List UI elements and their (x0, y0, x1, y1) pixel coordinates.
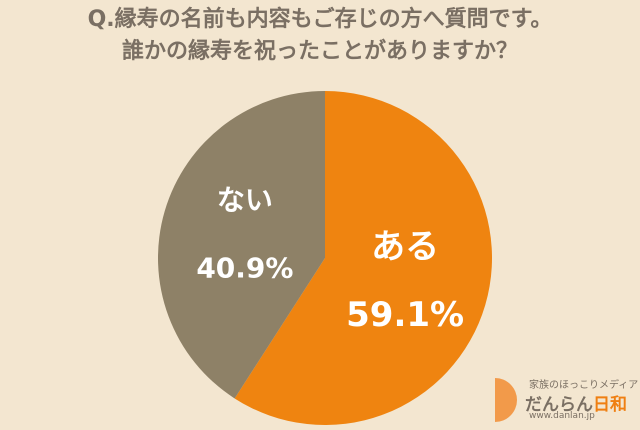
pie-slice (234, 91, 492, 425)
logo-mark-icon (495, 378, 517, 422)
logo-name: だんらん日和 (525, 390, 627, 415)
chart-title: Q.縁寿の名前も内容もご存じの方へ質問です。 誰かの縁寿を祝ったことがありますか… (0, 4, 640, 68)
slice-value-label: 40.9% (196, 251, 293, 284)
site-logo: 家族のほっこりメディア だんらん日和 www.danlan.jp (495, 372, 639, 426)
logo-url: www.danlan.jp (529, 411, 595, 421)
logo-name-accent: 日和 (593, 395, 627, 415)
logo-tagline: 家族のほっこりメディア (529, 380, 639, 391)
slice-value-label: 59.1% (346, 295, 464, 335)
logo-name-main: だんらん (525, 395, 593, 415)
slice-label: ない (217, 183, 273, 216)
slice-label: ある (371, 227, 439, 267)
chart-title-line-2: 誰かの縁寿を祝ったことがありますか？ (121, 39, 518, 64)
pie-slice (157, 91, 325, 399)
chart-title-line-1: Q.縁寿の名前も内容もご存じの方へ質問です。 (87, 7, 553, 32)
